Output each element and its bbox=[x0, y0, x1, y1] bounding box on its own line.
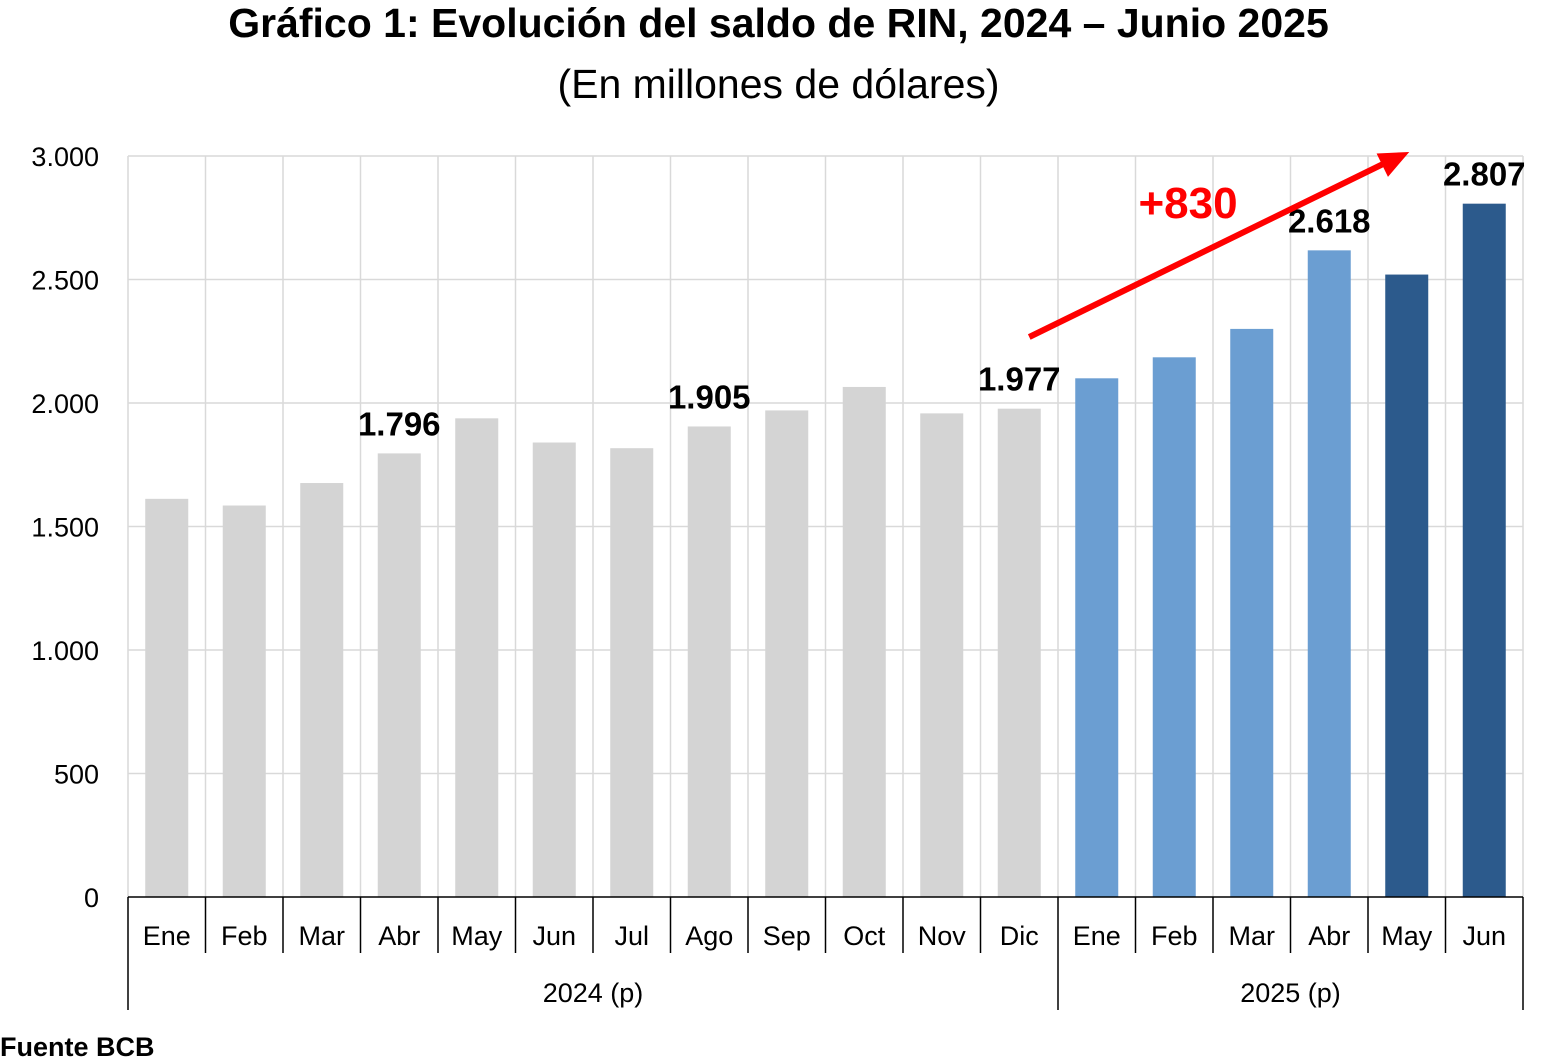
bar bbox=[997, 408, 1041, 897]
bar bbox=[1075, 378, 1119, 897]
x-tick-label: Ene bbox=[143, 921, 191, 951]
data-label: 2.618 bbox=[1288, 202, 1371, 239]
y-tick-label: 0 bbox=[84, 883, 99, 913]
y-tick-label: 2.000 bbox=[31, 389, 99, 419]
bar bbox=[687, 426, 731, 897]
bar bbox=[455, 418, 499, 897]
x-tick-label: Nov bbox=[918, 921, 967, 951]
group-label: 2025 (p) bbox=[1240, 978, 1341, 1008]
bar bbox=[1230, 328, 1274, 897]
group-label: 2024 (p) bbox=[543, 978, 644, 1008]
bar bbox=[1152, 357, 1196, 897]
source-note: Fuente BCB bbox=[0, 1032, 155, 1062]
x-tick-label: Jun bbox=[532, 921, 576, 951]
bar bbox=[377, 453, 421, 897]
bar bbox=[145, 498, 189, 897]
bars bbox=[145, 203, 1506, 897]
bar bbox=[1307, 250, 1351, 897]
x-tick-label: Ago bbox=[685, 921, 733, 951]
chart-title: Gráfico 1: Evolución del saldo de RIN, 2… bbox=[228, 0, 1329, 46]
bar bbox=[610, 448, 654, 897]
bar bbox=[1385, 274, 1429, 897]
y-tick-label: 2.500 bbox=[31, 266, 99, 296]
x-tick-label: Dic bbox=[1000, 921, 1039, 951]
y-tick-label: 1.500 bbox=[31, 513, 99, 543]
x-tick-label: Feb bbox=[1151, 921, 1198, 951]
data-labels: 1.796 1.905 1.977 2.618 2.807 bbox=[358, 156, 1526, 443]
x-tick-label: May bbox=[451, 921, 503, 951]
data-label: 1.905 bbox=[668, 378, 751, 415]
x-tick-label: Mar bbox=[1229, 921, 1276, 951]
x-tick-label: Abr bbox=[1308, 921, 1350, 951]
data-label: 2.807 bbox=[1443, 156, 1526, 193]
bar bbox=[300, 483, 344, 897]
bar bbox=[532, 442, 576, 897]
gridlines bbox=[127, 155, 1524, 897]
y-tick-label: 3.000 bbox=[31, 142, 99, 172]
y-tick-label: 1.000 bbox=[31, 636, 99, 666]
data-label: 1.977 bbox=[978, 361, 1061, 398]
x-tick-label: Mar bbox=[299, 921, 346, 951]
x-tick-label: Sep bbox=[763, 921, 811, 951]
bar bbox=[222, 505, 266, 897]
bar bbox=[765, 410, 809, 897]
x-tick-label: Oct bbox=[843, 921, 886, 951]
chart-subtitle: (En millones de dólares) bbox=[557, 61, 1000, 107]
bar bbox=[842, 386, 886, 897]
growth-arrow-head bbox=[1376, 152, 1410, 177]
x-tick-label: Abr bbox=[378, 921, 420, 951]
x-tick-label: May bbox=[1381, 921, 1433, 951]
x-tick-label: Jul bbox=[614, 921, 649, 951]
bar bbox=[920, 413, 964, 897]
x-tick-label: Feb bbox=[221, 921, 268, 951]
data-label: 1.796 bbox=[358, 405, 441, 442]
x-tick-label: Ene bbox=[1073, 921, 1121, 951]
growth-annotation-label: +830 bbox=[1138, 179, 1237, 228]
growth-annotation: +830 bbox=[1027, 152, 1410, 340]
growth-arrow-line bbox=[1027, 157, 1393, 340]
x-tick-label: Jun bbox=[1462, 921, 1506, 951]
bar bbox=[1462, 203, 1506, 897]
axes: 0 500 1.000 1.500 2.000 2.500 3.000 Ene Feb Mar Ab… bbox=[31, 142, 1524, 1010]
y-tick-label: 500 bbox=[54, 760, 99, 790]
